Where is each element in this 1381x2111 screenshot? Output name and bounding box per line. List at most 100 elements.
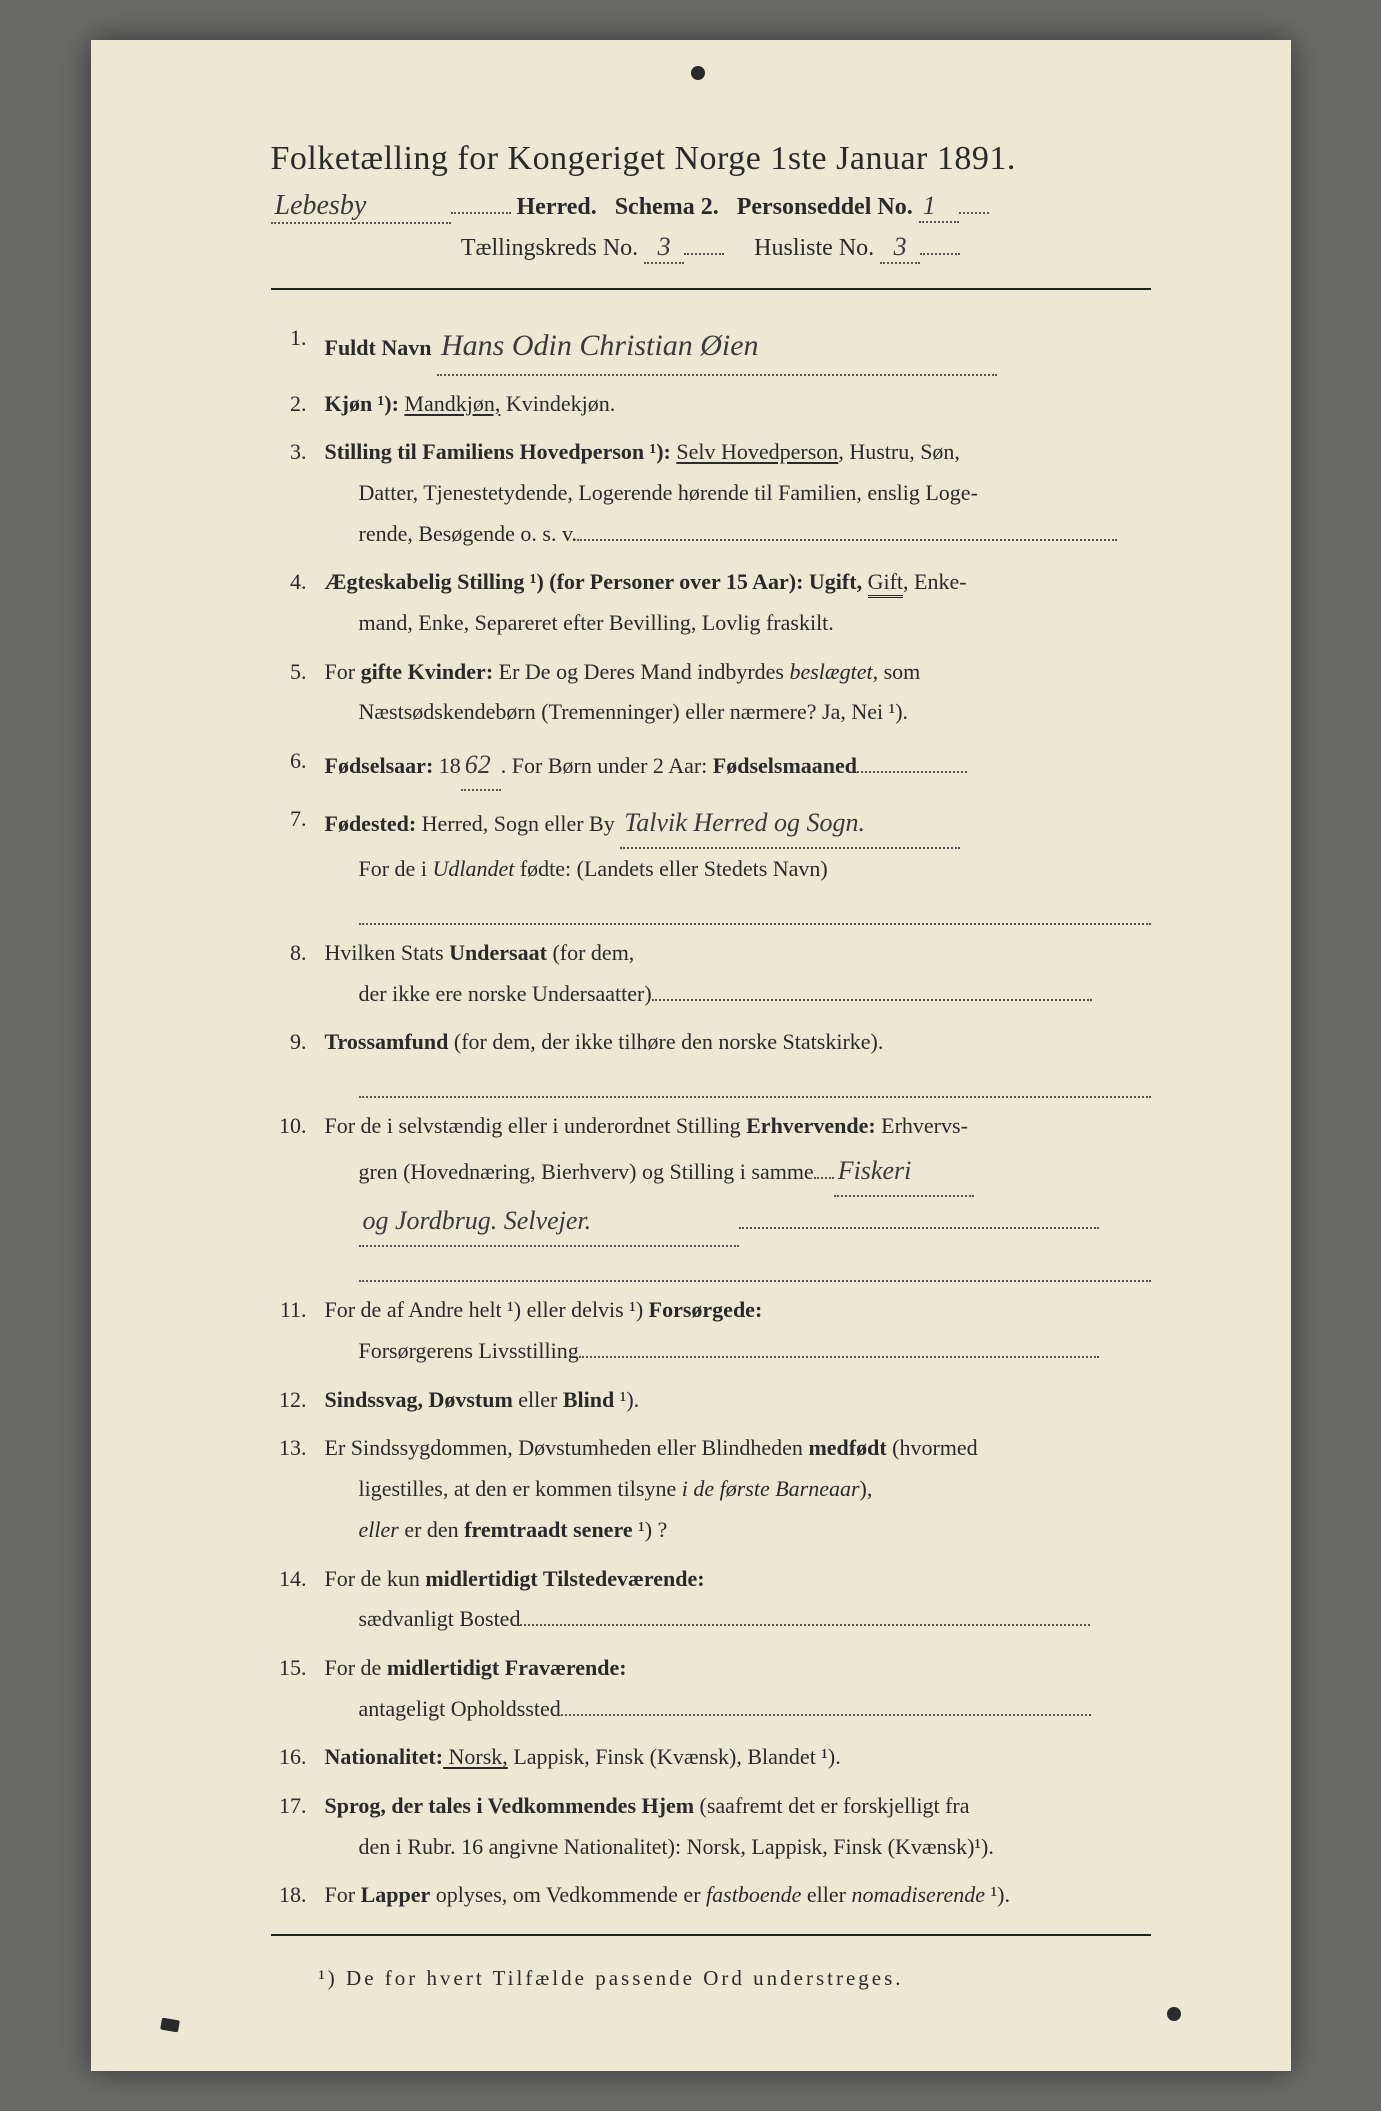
text: Blind	[563, 1387, 614, 1412]
text: ¹).	[614, 1387, 639, 1412]
text: oplyses, om Vedkommende er	[430, 1882, 706, 1907]
form-item-11: 11. For de af Andre helt ¹) eller delvis…	[271, 1290, 1151, 1371]
text: For	[325, 1882, 361, 1907]
text: For de	[325, 1655, 387, 1680]
item-number: 17.	[271, 1786, 325, 1867]
husliste-no: 3	[880, 232, 920, 264]
text: Kjøn ¹):	[325, 391, 405, 416]
cont: og Jordbrug. Selvejer.	[325, 1197, 1151, 1247]
label: Fuldt Navn	[325, 335, 432, 360]
text: , som	[873, 659, 921, 684]
form-item-15: 15. For de midlertidigt Fraværende: anta…	[271, 1648, 1151, 1729]
form-item-14: 14. For de kun midlertidigt Tilstedevære…	[271, 1559, 1151, 1640]
text: Herred, Sogn eller By	[416, 811, 615, 836]
cont: den i Rubr. 16 angivne Nationalitet): No…	[325, 1827, 1151, 1868]
item-number: 14.	[271, 1559, 325, 1640]
item-number: 1.	[271, 318, 325, 376]
form-item-3: 3. Stilling til Familiens Hovedperson ¹)…	[271, 432, 1151, 554]
selected: Selv Hovedperson	[676, 439, 838, 464]
form-item-16: 16. Nationalitet: Norsk, Lappisk, Finsk …	[271, 1737, 1151, 1778]
text: Trossamfund	[325, 1029, 449, 1054]
text: midlertidigt Tilstedeværende:	[425, 1566, 704, 1591]
text: eller	[801, 1882, 851, 1907]
form-item-5: 5. For gifte Kvinder: Er De og Deres Man…	[271, 652, 1151, 733]
item-body: For gifte Kvinder: Er De og Deres Mand i…	[325, 652, 1151, 733]
title-line-2: Lebesby Herred. Schema 2. Personseddel N…	[271, 190, 1151, 224]
cont: rende, Besøgende o. s. v.	[325, 514, 1151, 555]
form-item-9: 9. Trossamfund (for dem, der ikke tilhør…	[271, 1022, 1151, 1098]
item-body: Hvilken Stats Undersaat (for dem, der ik…	[325, 933, 1151, 1014]
text: Lapper	[361, 1882, 431, 1907]
header-rule	[271, 288, 1151, 290]
text: Erhvervende:	[746, 1113, 876, 1138]
text: Undersaat	[449, 940, 547, 965]
selected: Gift	[868, 569, 903, 598]
herred-handwritten: Lebesby	[271, 190, 451, 224]
text: For	[325, 659, 361, 684]
text: Erhvervs-	[876, 1113, 968, 1138]
cont: For de i Udlandet fødte: (Landets eller …	[325, 849, 1151, 890]
item-body: Kjøn ¹): Mandkjøn, Kvindekjøn.	[325, 384, 1151, 425]
footnote: ¹) De for hvert Tilfælde passende Ord un…	[271, 1966, 1151, 1991]
text: medfødt	[808, 1435, 886, 1460]
text: Fødselsmaaned	[713, 753, 857, 778]
cont: Datter, Tjenestetydende, Logerende høren…	[325, 473, 1151, 514]
blank-line	[359, 890, 1151, 925]
text: (for dem, der ikke tilhøre den norske St…	[448, 1029, 883, 1054]
item-body: Stilling til Familiens Hovedperson ¹): S…	[325, 432, 1151, 554]
cont: Næstsødskendebørn (Tremenninger) eller n…	[325, 692, 1151, 733]
census-form-page: Folketælling for Kongeriget Norge 1ste J…	[91, 40, 1291, 2071]
item-number: 7.	[271, 799, 325, 925]
form-item-6: 6. Fødselsaar: 1862. For Børn under 2 Aa…	[271, 741, 1151, 791]
item-body: Fødested: Herred, Sogn eller By Talvik H…	[325, 799, 1151, 925]
text: . For Børn under 2 Aar:	[501, 753, 713, 778]
form-item-2: 2. Kjøn ¹): Mandkjøn, Kvindekjøn.	[271, 384, 1151, 425]
cont: der ikke ere norske Undersaatter)	[325, 974, 1151, 1015]
cont: eller er den fremtraadt senere ¹) ?	[325, 1510, 1151, 1551]
item-number: 2.	[271, 384, 325, 425]
title-line-3: Tællingskreds No. 3 Husliste No. 3	[271, 232, 1151, 264]
text: For de af Andre helt ¹) eller delvis ¹)	[325, 1297, 649, 1322]
item-body: For de i selvstændig eller i underordnet…	[325, 1106, 1151, 1282]
husliste-label: Husliste No.	[754, 235, 874, 261]
text: midlertidigt Fraværende:	[387, 1655, 627, 1680]
item-body: For de midlertidigt Fraværende: antageli…	[325, 1648, 1151, 1729]
item-body: Er Sindssygdommen, Døvstumheden eller Bl…	[325, 1428, 1151, 1550]
item-number: 11.	[271, 1290, 325, 1371]
item-number: 6.	[271, 741, 325, 791]
text: 18	[433, 753, 461, 778]
cont: Forsørgerens Livsstilling	[325, 1331, 1151, 1372]
text: (for dem,	[547, 940, 634, 965]
cont: antageligt Opholdssted	[325, 1689, 1151, 1730]
item-body: Sprog, der tales i Vedkommendes Hjem (sa…	[325, 1786, 1151, 1867]
item-body: Trossamfund (for dem, der ikke tilhøre d…	[325, 1022, 1151, 1098]
text: ¹).	[985, 1882, 1010, 1907]
text: Sprog, der tales i Vedkommendes Hjem	[325, 1793, 695, 1818]
label: Nationalitet:	[325, 1744, 444, 1769]
blank-line	[359, 1247, 1151, 1282]
item-number: 12.	[271, 1380, 325, 1421]
birthplace-hand: Talvik Herred og Sogn.	[620, 799, 960, 849]
text: (saafremt det er forskjelligt fra	[694, 1793, 969, 1818]
form-item-18: 18. For Lapper oplyses, om Vedkommende e…	[271, 1875, 1151, 1916]
item-body: Fuldt Navn Hans Odin Christian Øien	[325, 318, 1151, 376]
item-number: 5.	[271, 652, 325, 733]
text: eller	[513, 1387, 563, 1412]
text: (hvormed	[887, 1435, 978, 1460]
item-body: Fødselsaar: 1862. For Børn under 2 Aar: …	[325, 741, 1151, 791]
personseddel-label: Personseddel No.	[737, 194, 913, 220]
item-number: 16.	[271, 1737, 325, 1778]
text: Ægteskabelig Stilling ¹) (for Personer o…	[325, 569, 868, 594]
item-number: 9.	[271, 1022, 325, 1098]
item-body: Sindssvag, Døvstum eller Blind ¹).	[325, 1380, 1151, 1421]
footer-rule	[271, 1934, 1151, 1936]
schema-label: Schema 2.	[615, 194, 719, 220]
item-number: 13.	[271, 1428, 325, 1550]
header-block: Folketælling for Kongeriget Norge 1ste J…	[271, 140, 1151, 290]
form-item-8: 8. Hvilken Stats Undersaat (for dem, der…	[271, 933, 1151, 1014]
name-handwritten: Hans Odin Christian Øien	[437, 318, 997, 376]
text: Lappisk, Finsk (Kvænsk), Blandet ¹).	[508, 1744, 841, 1769]
form-item-1: 1. Fuldt Navn Hans Odin Christian Øien	[271, 318, 1151, 376]
text: , Hustru, Søn,	[838, 439, 960, 464]
form-item-4: 4. Ægteskabelig Stilling ¹) (for Persone…	[271, 562, 1151, 643]
